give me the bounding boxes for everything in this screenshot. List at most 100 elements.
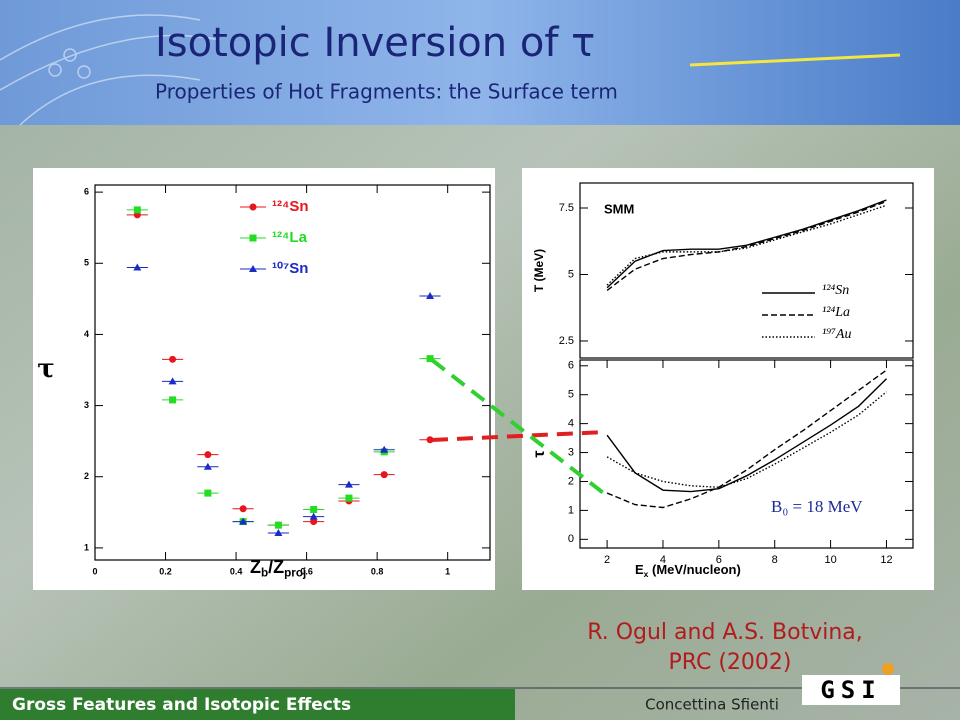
x-tick-label: 6: [716, 554, 722, 566]
marker: [310, 518, 318, 526]
header-streak: [689, 53, 901, 67]
y-tick-label: 2: [568, 475, 574, 487]
x-tick-label: 10: [824, 554, 836, 566]
footer-band: [0, 689, 515, 720]
marker: [168, 377, 177, 385]
y-tick-label: 5: [568, 389, 574, 401]
y-tick-label: 3: [84, 400, 89, 410]
x-tick-label: 12: [880, 554, 892, 566]
legend-label: ¹⁰⁷Sn: [272, 260, 308, 277]
legend-marker: [249, 203, 257, 211]
annotation: B₀ = 18 MeV: [771, 497, 863, 516]
plot-frame: [579, 359, 914, 549]
header-decoration: [0, 14, 221, 126]
marker: [204, 451, 212, 459]
marker: [380, 471, 388, 479]
marker: [344, 480, 353, 488]
legend-marker: [249, 265, 257, 272]
legend-marker: [249, 234, 257, 242]
annotation: SMM: [604, 201, 634, 216]
marker: [239, 517, 248, 525]
logo-dot: [882, 663, 894, 675]
legend-label: ¹⁹⁷Au: [822, 327, 851, 342]
marker: [203, 462, 212, 470]
x-tick-label: 0.6: [300, 566, 313, 576]
connector-red: [431, 430, 607, 442]
series-line: [606, 199, 887, 289]
marker: [426, 355, 434, 363]
x-tick-label: 2: [604, 554, 610, 566]
citation-line: R. Ogul and A.S. Botvina,: [587, 620, 863, 645]
x-axis-label-part: x: [644, 569, 649, 579]
marker: [133, 206, 141, 214]
plot-frame: [579, 182, 914, 359]
marker: [169, 396, 177, 404]
left-panel: [33, 168, 495, 590]
series-line: [606, 204, 887, 286]
connector-green: [430, 358, 608, 497]
y-tick-label: 1: [84, 542, 89, 552]
y-tick-label: 5: [84, 258, 89, 268]
title: Isotopic Inversion of τ: [155, 20, 595, 66]
x-tick-label: 0.2: [159, 566, 172, 576]
x-tick-label: 0.4: [230, 566, 243, 576]
y-tick-label: 4: [84, 329, 89, 339]
legend-label: ¹²⁴La: [272, 229, 308, 246]
y-tick-label: 2.5: [559, 335, 574, 347]
logo-box: [802, 675, 900, 705]
y-tick-label: 4: [568, 418, 574, 430]
subtitle: Properties of Hot Fragments: the Surface…: [155, 80, 618, 104]
x-axis-label-part: E: [635, 562, 644, 577]
x-tick-label: 4: [660, 554, 666, 566]
x-axis-label: Ex (MeV/nucleon): [635, 562, 741, 579]
x-axis-label-part: proj: [284, 566, 306, 579]
legend-label: ¹²⁴La: [822, 305, 850, 320]
footer-section: Gross Features and Isotopic Effects: [12, 695, 351, 715]
marker: [204, 489, 212, 497]
marker: [345, 494, 353, 502]
series-line: [606, 200, 887, 292]
y-tick-label: 1: [568, 504, 574, 516]
y-axis-label: τ: [37, 354, 55, 384]
y-tick-label: 0: [568, 533, 574, 545]
series-line: [606, 369, 887, 509]
marker: [239, 505, 247, 513]
x-tick-label: 8: [772, 554, 778, 566]
x-tick-label: 0.8: [371, 566, 384, 576]
x-axis-label-part: Z: [250, 557, 261, 577]
marker: [274, 528, 283, 536]
logo: GSI: [820, 676, 881, 704]
legend-marker: [249, 265, 257, 272]
marker: [133, 263, 142, 271]
right-panel: [522, 168, 934, 590]
plot-frame: [94, 184, 491, 561]
y-tick-label: 3: [568, 446, 574, 458]
series-line: [606, 378, 887, 493]
y-tick-label: 7.5: [559, 202, 574, 214]
citation-line: PRC (2002): [669, 650, 792, 675]
footer-author: Concettina Sfienti: [645, 696, 779, 714]
x-axis-label: Zb/Zproj: [250, 557, 306, 580]
marker: [426, 436, 434, 444]
legend-label: ¹²⁴Sn: [272, 198, 309, 215]
marker: [380, 445, 389, 453]
x-axis-label-part: b: [261, 566, 268, 579]
y-axis-label: T (MeV): [532, 249, 546, 292]
legend-marker: [249, 203, 257, 211]
y-tick-label: 6: [568, 360, 574, 372]
legend-marker: [249, 234, 257, 242]
marker: [169, 355, 177, 363]
y-tick-label: 6: [84, 186, 89, 196]
y-tick-label: 2: [84, 471, 89, 481]
x-axis-label-part: /Z: [268, 557, 284, 577]
marker: [309, 512, 318, 520]
x-axis-label-part: (MeV/nucleon): [648, 562, 740, 577]
legend-label: ¹²⁴Sn: [822, 283, 849, 298]
x-tick-label: 0: [92, 566, 97, 576]
x-tick-label: 1: [445, 566, 450, 576]
marker: [310, 505, 318, 513]
marker: [426, 292, 435, 300]
marker: [274, 521, 282, 529]
header-band: [0, 0, 960, 125]
